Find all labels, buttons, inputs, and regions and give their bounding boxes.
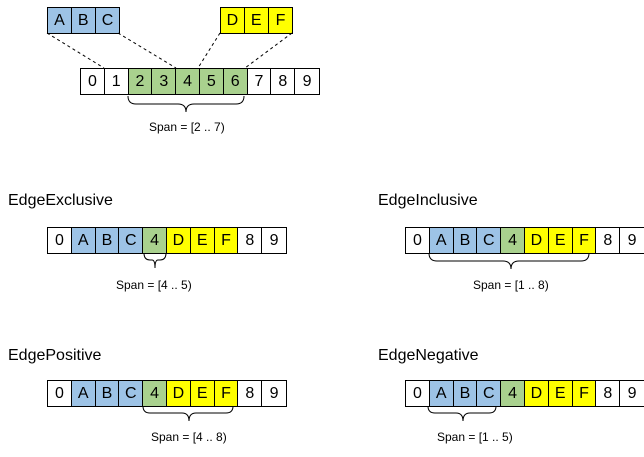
top-brace <box>128 96 244 112</box>
section-title-edge-positive: EdgePositive <box>8 348 101 364</box>
cell-s1-1: A <box>430 228 454 253</box>
cell-s3-5: D <box>525 381 549 406</box>
section-title-edge-inclusive: EdgeInclusive <box>378 193 478 209</box>
cell-s0-3: C <box>119 228 143 253</box>
cell-s3-8: 8 <box>596 381 620 406</box>
index-strip: 0 1 2 3 4 5 6 7 8 9 <box>80 68 320 95</box>
cell-abc-2: C <box>96 8 120 33</box>
cell-top-1: 1 <box>105 69 129 94</box>
cell-s3-6: E <box>549 381 573 406</box>
cell-s3-3: C <box>477 381 501 406</box>
cell-s0-7: F <box>215 228 239 253</box>
cell-top-9: 9 <box>295 69 319 94</box>
cell-def-1: E <box>245 8 269 33</box>
cell-s2-9: 9 <box>262 381 286 406</box>
dashed-connector <box>245 33 292 68</box>
cell-s1-4: 4 <box>501 228 525 253</box>
cell-abc-1: B <box>72 8 96 33</box>
cell-top-6: 6 <box>224 69 248 94</box>
section-title-edge-negative: EdgeNegative <box>378 348 479 364</box>
edge-negative-strip: 0 A B C 4 D E F 8 9 <box>405 380 644 407</box>
cell-abc-0: A <box>48 8 72 33</box>
cell-top-0: 0 <box>81 69 105 94</box>
cell-s2-4: 4 <box>143 381 167 406</box>
cell-top-3: 3 <box>152 69 176 94</box>
cell-s1-6: E <box>549 228 573 253</box>
cell-s3-9: 9 <box>620 381 644 406</box>
edge-positive-span-label: Span = [4 .. 8) <box>151 431 227 443</box>
cell-def-2: F <box>269 8 293 33</box>
cell-s3-1: A <box>430 381 454 406</box>
cell-def-0: D <box>221 8 245 33</box>
cell-s2-0: 0 <box>48 381 72 406</box>
edge-inclusive-strip: 0 A B C 4 D E F 8 9 <box>405 227 644 254</box>
section-title-edge-exclusive: EdgeExclusive <box>8 193 113 209</box>
cell-top-2: 2 <box>129 69 153 94</box>
cell-s1-3: C <box>477 228 501 253</box>
cell-s2-1: A <box>72 381 96 406</box>
cell-top-7: 7 <box>248 69 272 94</box>
cell-s2-7: F <box>215 381 239 406</box>
cell-s2-8: 8 <box>238 381 262 406</box>
cell-s1-0: 0 <box>406 228 430 253</box>
cell-s2-2: B <box>96 381 120 406</box>
cell-s2-3: C <box>119 381 143 406</box>
cell-s3-2: B <box>454 381 478 406</box>
cell-s3-0: 0 <box>406 381 430 406</box>
cell-s0-4: 4 <box>143 228 167 253</box>
cell-s2-6: E <box>191 381 215 406</box>
edge-positive-strip: 0 A B C 4 D E F 8 9 <box>47 380 287 407</box>
dashed-connector <box>118 33 176 68</box>
cell-s1-9: 9 <box>620 228 644 253</box>
edge-negative-brace <box>428 406 496 421</box>
edge-inclusive-span-label: Span = [1 .. 8) <box>473 279 549 291</box>
dashed-connector <box>198 33 220 68</box>
cell-s2-5: D <box>167 381 191 406</box>
cell-s0-0: 0 <box>48 228 72 253</box>
def-strip: D E F <box>220 7 293 34</box>
edge-exclusive-span-label: Span = [4 .. 5) <box>116 279 192 291</box>
cell-s0-5: D <box>167 228 191 253</box>
dashed-connector <box>47 33 104 68</box>
edge-negative-span-label: Span = [1 .. 5) <box>437 431 513 443</box>
cell-s0-8: 8 <box>238 228 262 253</box>
edge-positive-brace <box>143 406 233 421</box>
edge-exclusive-brace <box>144 253 166 268</box>
top-span-label: Span = [2 .. 7) <box>149 121 225 133</box>
cell-s3-4: 4 <box>501 381 525 406</box>
cell-s1-5: D <box>525 228 549 253</box>
cell-s3-7: F <box>573 381 597 406</box>
cell-top-5: 5 <box>200 69 224 94</box>
edge-inclusive-brace <box>429 253 589 269</box>
cell-top-8: 8 <box>271 69 295 94</box>
cell-s0-1: A <box>72 228 96 253</box>
cell-s1-2: B <box>454 228 478 253</box>
abc-strip: A B C <box>47 7 120 34</box>
cell-s0-9: 9 <box>262 228 286 253</box>
cell-top-4: 4 <box>176 69 200 94</box>
cell-s1-7: F <box>573 228 597 253</box>
cell-s0-6: E <box>191 228 215 253</box>
cell-s1-8: 8 <box>596 228 620 253</box>
edge-exclusive-strip: 0 A B C 4 D E F 8 9 <box>47 227 287 254</box>
cell-s0-2: B <box>96 228 120 253</box>
